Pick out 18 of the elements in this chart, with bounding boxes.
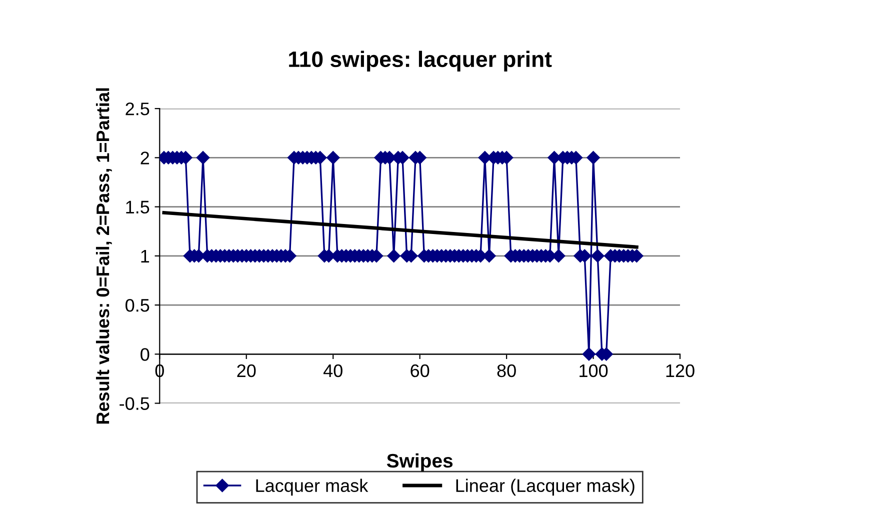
y-tick-label: 0 bbox=[140, 348, 150, 361]
y-tick-label: -0.5 bbox=[120, 397, 150, 410]
y-tick-label: 2 bbox=[140, 152, 150, 164]
y-tick-label: 1.5 bbox=[126, 200, 150, 214]
x-tick-label: 20 bbox=[237, 364, 256, 378]
y-tick-label: 0.5 bbox=[126, 298, 150, 312]
x-tick-label: 100 bbox=[580, 364, 608, 378]
y-tick-label: 1 bbox=[141, 250, 150, 262]
x-tick-label: 80 bbox=[497, 364, 516, 378]
legend-label: Linear (Lacquer mask) bbox=[456, 478, 634, 496]
x-axis-title: Swipes bbox=[386, 453, 453, 472]
legend-label: Lacquer mask bbox=[256, 478, 368, 496]
x-tick-label: 40 bbox=[323, 364, 342, 378]
y-tick-label: 2.5 bbox=[126, 102, 150, 116]
x-tick-label: 60 bbox=[410, 364, 430, 378]
x-tick-label: 120 bbox=[666, 364, 694, 378]
chart-title: 110 swipes: lacquer print bbox=[289, 50, 552, 72]
y-axis-title: Result values: 0=Fail, 2=Pass, 1=Partial bbox=[96, 88, 112, 424]
